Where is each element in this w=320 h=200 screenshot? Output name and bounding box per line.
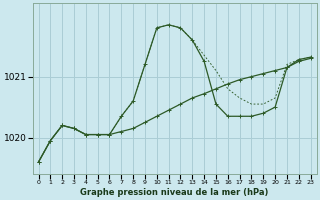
X-axis label: Graphe pression niveau de la mer (hPa): Graphe pression niveau de la mer (hPa) [80,188,269,197]
